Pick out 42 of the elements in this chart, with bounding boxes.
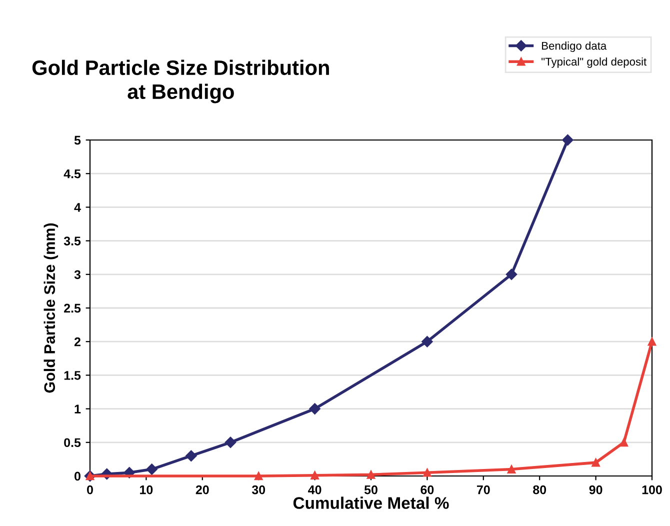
- x-tick-label: 40: [308, 485, 322, 494]
- y-tick-label: 3.5: [64, 236, 81, 246]
- y-tick-label: 0.5: [64, 438, 81, 448]
- legend-label: "Typical" gold deposit: [542, 57, 647, 68]
- y-tick-label: 4: [74, 203, 81, 212]
- x-tick-label: 20: [196, 485, 209, 494]
- y-axis-title: Gold Particle Size (mm): [44, 223, 58, 393]
- y-tick-label: 1: [74, 404, 81, 414]
- x-tick-label: 0: [87, 485, 93, 494]
- x-tick-label: 30: [252, 485, 266, 494]
- y-tick-label: 5: [74, 136, 81, 145]
- point: [562, 134, 574, 146]
- x-tick-label: 50: [364, 485, 378, 494]
- x-tick-label: 10: [140, 485, 153, 494]
- y-tick-label: 2.5: [64, 304, 81, 313]
- legend-label: Bendigo data: [542, 42, 607, 52]
- point: [422, 336, 433, 348]
- point: [146, 464, 158, 475]
- x-tick-label: 80: [533, 485, 546, 494]
- point: [648, 337, 656, 346]
- point: [309, 403, 320, 414]
- point: [506, 268, 518, 280]
- y-tick-label: 4.5: [64, 170, 81, 178]
- chart-title: Gold Particle Size Distribution at Bendigo: [32, 60, 329, 104]
- point: [592, 458, 600, 467]
- point: [423, 468, 432, 477]
- x-tick-label: 100: [642, 485, 662, 494]
- x-tick-label: 70: [476, 485, 490, 494]
- point: [254, 472, 263, 480]
- y-tick-label: 1.5: [64, 371, 81, 380]
- point: [507, 465, 516, 474]
- x-tick-label: 90: [589, 485, 602, 494]
- point: [224, 436, 236, 448]
- point: [186, 450, 197, 462]
- x-tick-label: 60: [420, 485, 434, 494]
- y-tick-label: 2: [74, 337, 80, 346]
- y-tick-label: 3: [74, 270, 81, 280]
- x-axis-title: Cumulative Metal %: [293, 496, 449, 509]
- point: [366, 470, 376, 479]
- point: [620, 438, 628, 447]
- y-tick-label: 0: [74, 472, 80, 481]
- point: [310, 471, 319, 480]
